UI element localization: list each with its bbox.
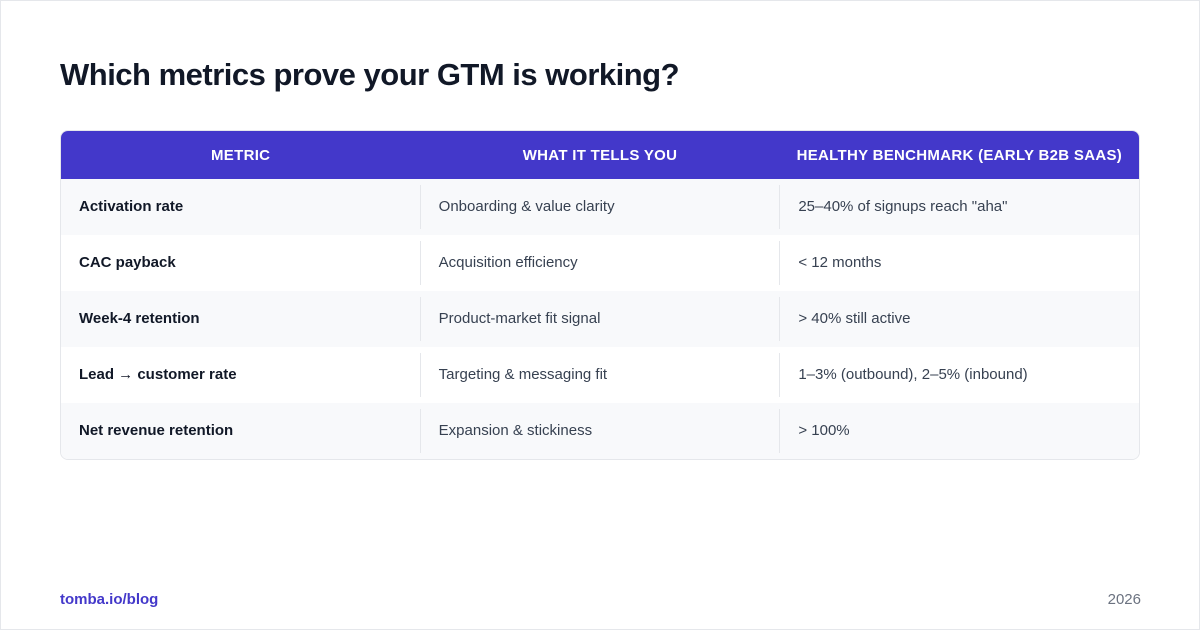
table-cell: > 100%: [779, 409, 1139, 453]
table-body: Activation rate Onboarding & value clarit…: [61, 179, 1139, 459]
table-header: METRIC WHAT IT TELLS YOU HEALTHY BENCHMARK…: [61, 131, 1139, 179]
table-row: Activation rate Onboarding & value clarit…: [61, 179, 1139, 235]
header-cell: HEALTHY BENCHMARK (EARLY B2B SAAS): [796, 146, 1123, 164]
table-cell: < 12 months: [779, 241, 1139, 285]
table-cell: > 40% still active: [779, 297, 1139, 341]
table-row: Lead → customer rate Targeting & messagin…: [61, 347, 1139, 403]
table-row: CAC payback Acquisition efficiency < 12 mo…: [61, 235, 1139, 291]
table-cell: Expansion & stickiness: [419, 409, 780, 453]
table-cell: Activation rate: [79, 198, 184, 215]
header-cell: METRIC: [211, 146, 271, 164]
table-cell: Onboarding & value clarity: [419, 185, 780, 229]
table-cell: 1–3% (outbound), 2–5% (inbound): [779, 353, 1139, 397]
table: METRIC WHAT IT TELLS YOU HEALTHY BENCHMARK…: [60, 130, 1140, 460]
table-cell: Net revenue retention: [79, 422, 234, 439]
table-cell: 25–40% of signups reach "aha": [779, 185, 1139, 229]
title: Which metrics prove your GTM is working?: [60, 57, 680, 92]
header-cell: WHAT IT TELLS YOU: [522, 146, 678, 164]
year: 2026: [1107, 591, 1141, 608]
table-cell: Week-4 retention: [79, 310, 200, 327]
table-cell: Lead → customer rate: [79, 366, 237, 383]
table-cell: CAC payback: [79, 254, 176, 271]
source-link[interactable]: tomba.io/blog: [60, 591, 159, 608]
table-cell: Acquisition efficiency: [419, 241, 780, 285]
table-cell: Targeting & messaging fit: [419, 353, 780, 397]
table-cell: Product-market fit signal: [419, 297, 780, 341]
table-row: Net revenue retention Expansion & stickin…: [61, 403, 1139, 459]
table-row: Week-4 retention Product-market fit signa…: [61, 291, 1139, 347]
